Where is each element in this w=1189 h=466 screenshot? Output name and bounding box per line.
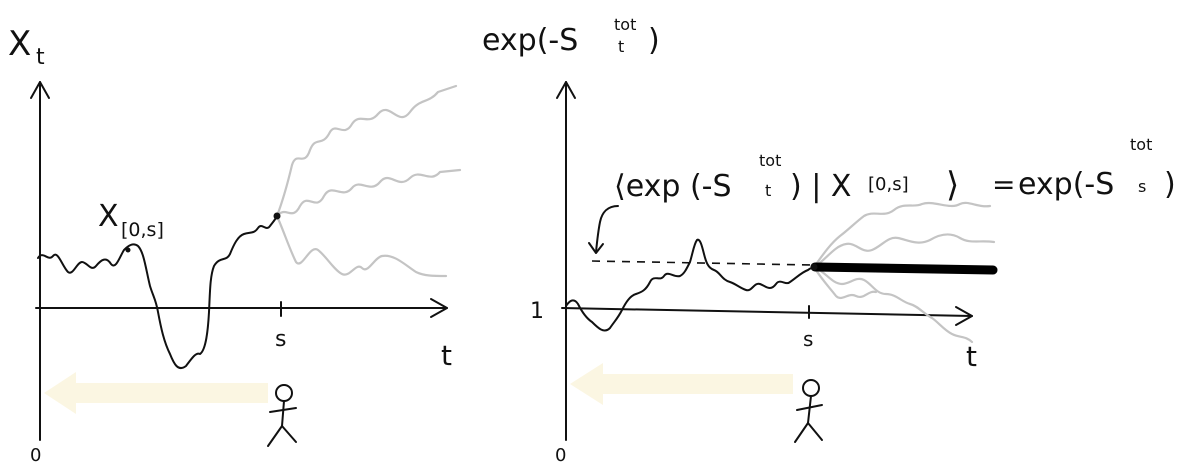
right-annotation-arrowhead-icon bbox=[588, 242, 604, 254]
left-panel: X t t 0 s X [0,s] bbox=[8, 24, 462, 466]
right-future-path-1 bbox=[812, 201, 992, 269]
annot-rhs-suffix: ) bbox=[1164, 167, 1176, 202]
right-observed-path bbox=[565, 238, 815, 332]
left-stick-figure-icon bbox=[267, 384, 297, 447]
left-y-label-sub: t bbox=[36, 45, 45, 70]
right-s-label: s bbox=[803, 327, 813, 351]
left-y-axis-arrowhead-icon bbox=[30, 81, 50, 99]
right-future-path-4 bbox=[812, 265, 878, 300]
right-y-axis-arrowhead-icon bbox=[556, 81, 576, 99]
annot-lhs-sub: t bbox=[765, 181, 771, 200]
annot-rhs-sup: tot bbox=[1130, 135, 1152, 154]
left-future-path-upper bbox=[275, 84, 458, 218]
left-origin-label: 0 bbox=[30, 445, 41, 466]
right-y-label-sup: tot bbox=[614, 15, 636, 34]
right-constant-expectation-line bbox=[810, 262, 998, 275]
right-dashed-level bbox=[591, 260, 813, 266]
right-y-label-sub: t bbox=[618, 37, 624, 56]
right-future-path-3 bbox=[812, 265, 974, 344]
right-x-axis-arrowhead-icon bbox=[955, 306, 973, 326]
left-observed-path bbox=[37, 215, 278, 370]
time-arrow-right-icon bbox=[570, 363, 793, 405]
right-future-path-2 bbox=[812, 233, 996, 269]
right-x-label: t bbox=[966, 340, 977, 373]
right-y-label-prefix: exp(-S bbox=[482, 23, 578, 58]
right-origin-label: 0 bbox=[555, 445, 566, 466]
left-present-point bbox=[273, 212, 281, 220]
right-x-axis bbox=[561, 307, 973, 317]
left-x-label: t bbox=[441, 339, 452, 372]
left-x-axis-arrowhead-icon bbox=[430, 298, 448, 318]
left-s-label: s bbox=[275, 327, 286, 352]
annot-lhs-sup: tot bbox=[759, 151, 781, 170]
right-y-label-suffix: ) bbox=[648, 23, 660, 58]
annot-lhs-mid: ) | X bbox=[790, 169, 851, 204]
left-path-label-main: X bbox=[98, 199, 119, 234]
annot-lhs-open: ⟨exp (-S bbox=[614, 169, 732, 204]
left-path-label-anchor bbox=[125, 247, 131, 253]
left-path-label-sub: [0,s] bbox=[121, 219, 164, 241]
annot-lhs-cond-sub: [0,s] bbox=[868, 174, 909, 195]
left-y-label-main: X bbox=[8, 24, 31, 64]
left-future-path-middle bbox=[275, 168, 462, 218]
right-annotation-arrow bbox=[595, 205, 619, 253]
right-one-label: 1 bbox=[530, 299, 544, 324]
time-arrow-left-icon bbox=[44, 372, 268, 414]
right-stick-figure-icon bbox=[794, 379, 823, 443]
right-panel: exp(-S tot t ) t 0 1 s ⟨exp (-S tot t ) … bbox=[482, 15, 1176, 466]
right-present-point bbox=[810, 263, 818, 271]
annot-rhs-sub: s bbox=[1138, 177, 1146, 196]
annot-lhs-close: ⟩ bbox=[946, 165, 959, 205]
annot-eq: = bbox=[992, 168, 1015, 201]
annot-rhs-prefix: exp(-S bbox=[1018, 167, 1114, 202]
left-future-path-lower bbox=[275, 214, 448, 278]
